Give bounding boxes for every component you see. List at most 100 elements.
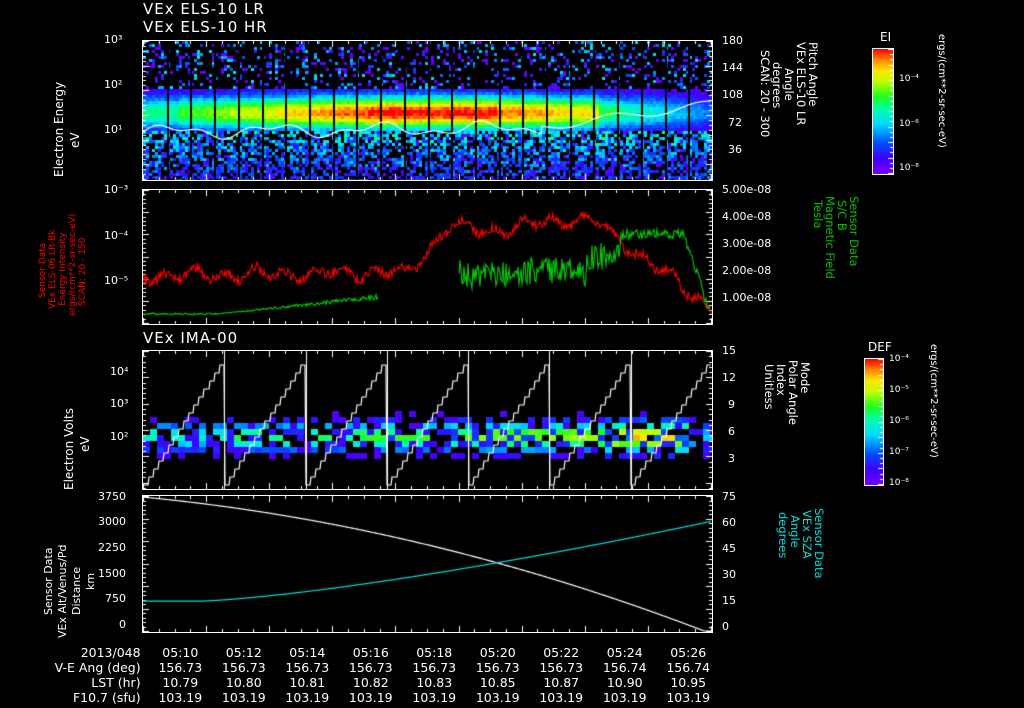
- panel1-right-label-scan: SCAN: 20 - 300: [758, 50, 772, 138]
- panel2-left-label-instr: VEx ELS-06 LR-Bk: [48, 229, 58, 309]
- panel2-left-label-sensor: Sensor Data: [38, 242, 48, 298]
- table-cell: 05:24: [606, 645, 643, 660]
- panel2-ytick-2: 10⁻⁵: [104, 274, 129, 287]
- panel4-left-label-instr: VEx Alt/Venus/Pd: [56, 544, 69, 638]
- panel3-right-label-unitless: Unitless: [762, 364, 776, 410]
- table-cell: 156.73: [221, 660, 266, 675]
- panel1-colorbar-title: EI: [880, 30, 892, 44]
- panel2-ytick-1: 10⁻⁴: [104, 229, 129, 242]
- panel2-ytick-0: 10⁻³: [104, 183, 129, 196]
- panel1-ytick-0: 10³: [104, 33, 123, 46]
- panel4-rtick-3: 30: [722, 568, 736, 581]
- panel1-yaxis-unit: eV: [68, 132, 82, 148]
- table-cell: 103.19: [666, 690, 711, 705]
- table-cell: 156.74: [602, 660, 647, 675]
- energy-intensity-magnetic-field-plot[interactable]: [142, 189, 713, 325]
- panel2-right-label-sensor: Sensor Data: [847, 196, 861, 267]
- panel2-left-label-quantity: Energy Intensity: [58, 232, 68, 306]
- table-cell: 156.73: [412, 660, 457, 675]
- panel4-left-label-sensor: Sensor Data: [42, 547, 55, 615]
- table-cell: 103.19: [475, 690, 520, 705]
- panel1-rtick-2: 108: [722, 88, 743, 101]
- panel3-right-label-mode: Mode: [798, 362, 812, 394]
- panel3-cb-tick-0: 10⁻⁴: [889, 354, 909, 364]
- altitude-sza-plot[interactable]: [142, 495, 713, 633]
- table-cell: 156.73: [285, 660, 330, 675]
- panel4-right-label-sensor: Sensor Data: [812, 508, 826, 579]
- panel3-right-label-index: Index: [774, 364, 788, 396]
- table-row-label: LST (hr): [91, 675, 141, 690]
- panel1-colorbar: [872, 48, 894, 175]
- table-row-label: 2013/048: [80, 645, 141, 660]
- table-cell: 156.73: [475, 660, 520, 675]
- table-cell: 103.19: [285, 690, 330, 705]
- electron-energy-spectrogram[interactable]: [142, 40, 713, 181]
- panel3-rtick-3: 6: [728, 425, 735, 438]
- table-cell: 05:20: [479, 645, 516, 660]
- panel4-ytick-0: 3750: [98, 490, 126, 503]
- panel1-right-label-degrees: degrees: [770, 62, 784, 109]
- panel4-left-label-quantity: Distance: [70, 566, 83, 615]
- panel3-colorbar: [864, 358, 884, 486]
- table-cell: 156.73: [348, 660, 393, 675]
- panel3-cb-tick-3: 10⁻⁷: [889, 447, 909, 457]
- panel4-right-label-angle: Angle: [788, 515, 802, 548]
- panel3-ytick-2: 10²: [110, 430, 129, 443]
- table-cell: 10.95: [670, 675, 707, 690]
- panel1-right-label-pitch: Pitch Angle: [806, 42, 820, 107]
- panel3-title: VEx IMA-00: [143, 329, 239, 347]
- panel1-cb-tick-1: 10⁻⁶: [899, 119, 919, 129]
- table-cell: 103.19: [412, 690, 457, 705]
- table-cell: 05:18: [416, 645, 453, 660]
- panel1-ytick-2: 10¹: [104, 123, 123, 136]
- table-cell: 05:10: [162, 645, 199, 660]
- table-cell: 10.79: [162, 675, 199, 690]
- table-cell: 10.81: [289, 675, 326, 690]
- panel1-rtick-0: 180: [722, 34, 743, 47]
- panel2-rtick-4: 1.00e-08: [722, 291, 772, 304]
- table-cell: 05:14: [289, 645, 326, 660]
- ion-energy-spectrogram[interactable]: [142, 350, 713, 490]
- panel2-left-label-scan: SCAN: 20 - 150: [78, 237, 88, 306]
- panel1-rtick-4: 36: [728, 143, 742, 156]
- panel1-yaxis-label: Electron Energy: [52, 81, 66, 177]
- table-cell: 10.82: [352, 675, 389, 690]
- panel3-right-label-polar: Polar Angle: [786, 360, 800, 425]
- table-cell: 05:12: [225, 645, 262, 660]
- table-row: V-E Ang (deg) 156.73 156.73 156.73 156.73 156…: [0, 660, 720, 675]
- table-cell: 156.74: [666, 660, 711, 675]
- table-cell: 156.73: [158, 660, 203, 675]
- panel2-right-label-sc: S/C B: [835, 200, 849, 231]
- panel1-rtick-3: 72: [728, 116, 742, 129]
- bottom-annotation-table: 2013/048 05:10 05:12 05:14 05:16 05:18 05:20 05…: [0, 645, 720, 705]
- panel2-right-label-mag: Magnetic Field: [823, 196, 837, 279]
- table-row-label: F10.7 (sfu): [72, 690, 141, 705]
- panel1-title-lr: VEx ELS-10 LR: [143, 0, 265, 18]
- panel1-rtick-1: 144: [722, 61, 743, 74]
- table-row: 2013/048 05:10 05:12 05:14 05:16 05:18 05:20 05…: [0, 645, 720, 660]
- table-cell: 103.19: [348, 690, 393, 705]
- panel2-rtick-2: 3.00e-08: [722, 237, 772, 250]
- panel3-cb-tick-1: 10⁻⁵: [889, 385, 909, 395]
- panel1-right-label-angle: Angle: [782, 68, 796, 101]
- table-cell: 103.19: [221, 690, 266, 705]
- panel4-right-label-sza: VEx SZA: [800, 510, 814, 559]
- table-row-label: V-E Ang (deg): [54, 660, 141, 675]
- panel1-colorbar-unit: ergs/(cm**2-sr-sec-eV): [936, 34, 947, 148]
- table-cell: 10.87: [543, 675, 580, 690]
- table-cell: 05:26: [670, 645, 707, 660]
- table-cell: 156.73: [539, 660, 584, 675]
- panel2-right-label-tesla: Tesla: [811, 200, 825, 229]
- panel4-left-label-unit: km: [84, 572, 97, 590]
- panel3-rtick-4: 3: [728, 452, 735, 465]
- panel1-right-label-sensor: VEx ELS-10 LR: [794, 42, 808, 126]
- table-cell: 103.19: [158, 690, 203, 705]
- panel3-colorbar-title: DEF: [868, 340, 892, 354]
- panel1-cb-tick-2: 10⁻⁸: [899, 163, 919, 173]
- panel3-ytick-1: 10³: [110, 397, 129, 410]
- panel4-ytick-5: 0: [119, 618, 126, 631]
- panel4-rtick-2: 45: [722, 542, 736, 555]
- panel4-ytick-2: 2250: [98, 541, 126, 554]
- panel2-rtick-1: 4.00e-08: [722, 210, 772, 223]
